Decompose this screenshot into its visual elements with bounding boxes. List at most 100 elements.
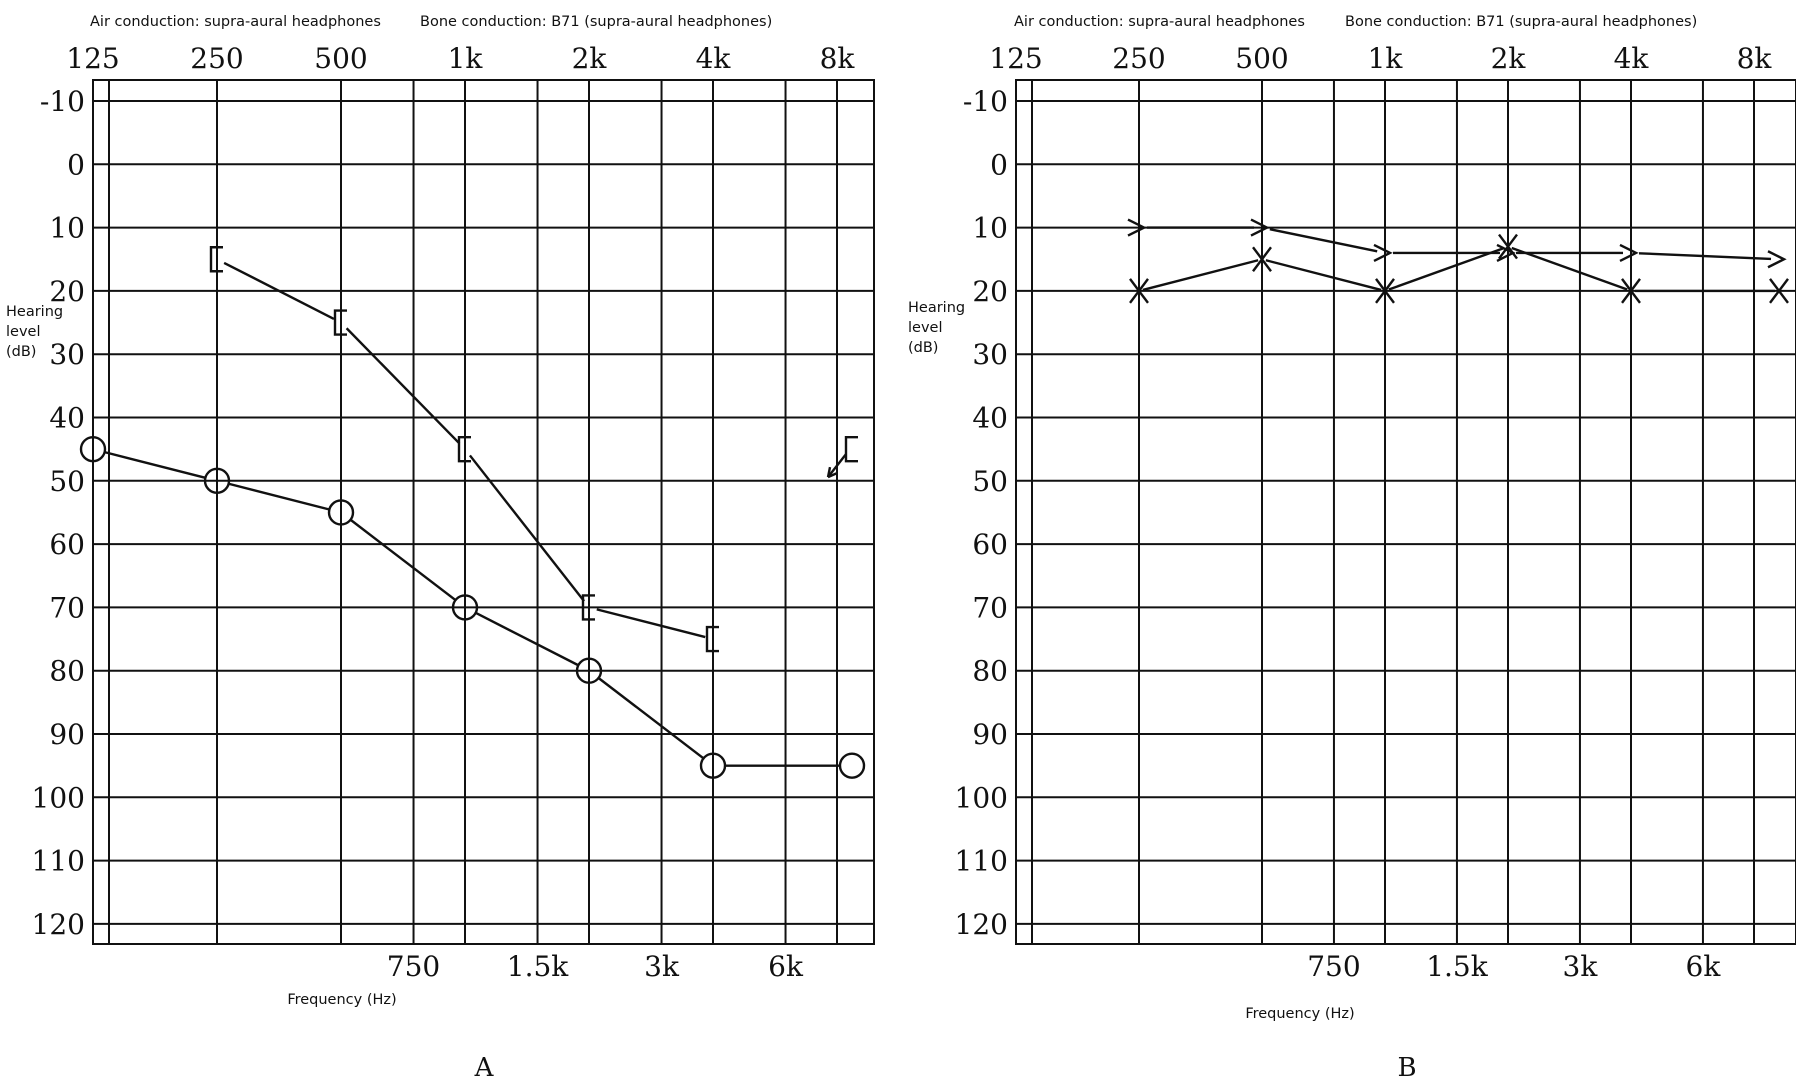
air-conduction-circle-marker <box>451 594 479 621</box>
series-connector-line <box>1638 252 1772 261</box>
bone-conduction-bracket-marker <box>333 309 347 336</box>
y-tick-label: 30 <box>972 338 1008 371</box>
y-tick-label: 100 <box>955 781 1008 814</box>
audiogram-panel-b: Air conduction: supra-aural headphones Bo… <box>908 14 1796 1080</box>
bone-conduction-bracket-marker <box>705 625 719 653</box>
y-axis-label-line: level <box>908 320 942 336</box>
air-conduction-circle-marker <box>203 467 231 494</box>
y-tick-label: 30 <box>49 338 85 371</box>
bone-conduction-bracket-marker <box>844 435 858 463</box>
y-tick-label: 100 <box>32 781 85 814</box>
x-tick-label-top: 8k <box>820 42 856 75</box>
panel-letter: A <box>474 1053 495 1080</box>
x-tick-label-bottom: 6k <box>1686 950 1722 983</box>
caption-air-conduction: Air conduction: supra-aural headphones <box>1014 14 1305 30</box>
x-axis-label: Frequency (Hz) <box>287 992 396 1008</box>
y-axis-label-line: (dB) <box>908 340 938 356</box>
panel-letter: B <box>1397 1053 1416 1080</box>
y-tick-label: 0 <box>990 148 1008 181</box>
series-cross <box>1129 233 1789 304</box>
series-connector-line <box>596 608 706 639</box>
series-connector-line <box>1388 246 1505 291</box>
no-response-arrow <box>827 453 847 478</box>
plot-frame <box>1015 79 1796 945</box>
x-tick-label-top: 1k <box>1368 42 1404 75</box>
y-tick-label: 50 <box>972 465 1008 498</box>
bone-conduction-chevron-marker <box>1619 243 1639 262</box>
plot-frame <box>92 79 875 945</box>
x-tick-label-top: 2k <box>1491 42 1527 75</box>
bone-conduction-chevron-marker <box>1767 250 1787 269</box>
series-connector-line <box>228 482 330 511</box>
y-tick-label: 60 <box>49 528 85 561</box>
x-tick-label-bottom: 6k <box>768 950 804 983</box>
y-tick-label: -10 <box>963 85 1008 118</box>
air-conduction-cross-marker <box>1498 233 1518 260</box>
x-tick-label-bottom: 3k <box>1563 950 1599 983</box>
bone-conduction-chevron-marker <box>1496 243 1516 262</box>
y-tick-label: 90 <box>49 718 85 751</box>
x-tick-label-top: 4k <box>1614 42 1650 75</box>
y-tick-label: 40 <box>972 402 1008 435</box>
x-tick-label-bottom: 1.5k <box>507 950 570 983</box>
air-conduction-cross-marker <box>1621 278 1641 304</box>
x-axis-label: Frequency (Hz) <box>1245 1006 1354 1022</box>
air-conduction-cross-marker <box>1769 278 1789 304</box>
series-connector-line <box>1265 259 1382 292</box>
air-conduction-circle-marker <box>79 435 107 463</box>
y-tick-label: 90 <box>972 718 1008 751</box>
caption-bone-conduction: Bone conduction: B71 (supra-aural headph… <box>1345 14 1697 30</box>
air-conduction-circle-marker <box>327 499 355 526</box>
y-tick-label: -10 <box>40 85 85 118</box>
bone-conduction-chevron-marker <box>1373 243 1393 262</box>
air-conduction-cross-marker <box>1252 246 1272 272</box>
series-connector-line <box>1269 228 1378 253</box>
y-tick-label: 20 <box>49 275 85 308</box>
x-tick-label-top: 500 <box>1235 42 1288 75</box>
y-tick-label: 50 <box>49 465 85 498</box>
y-tick-label: 120 <box>955 908 1008 941</box>
x-tick-label-top: 1k <box>448 42 484 75</box>
series-circle <box>79 435 866 779</box>
y-tick-label: 80 <box>49 655 85 688</box>
y-tick-label: 10 <box>972 212 1008 245</box>
air-conduction-circle-marker <box>699 752 727 779</box>
x-tick-label-bottom: 1.5k <box>1426 950 1489 983</box>
series-connector-line <box>104 450 206 479</box>
y-axis-label-line: level <box>6 324 40 340</box>
series-connector-line <box>1142 259 1259 292</box>
x-tick-label-top: 4k <box>696 42 732 75</box>
series-connector-line <box>1511 246 1628 291</box>
air-conduction-circle-marker <box>575 657 603 684</box>
series-bracket-left <box>209 246 719 653</box>
x-tick-label-top: 2k <box>572 42 608 75</box>
y-tick-label: 80 <box>972 655 1008 688</box>
y-tick-label: 10 <box>49 212 85 245</box>
x-tick-label-top: 500 <box>314 42 367 75</box>
air-conduction-cross-marker <box>1129 278 1149 304</box>
bone-conduction-bracket-marker <box>457 435 471 463</box>
series-connector-line <box>349 518 457 602</box>
x-tick-label-bottom: 750 <box>1307 950 1360 983</box>
y-tick-label: 110 <box>32 845 85 878</box>
series-connector-line <box>223 261 335 320</box>
y-tick-label: 110 <box>955 845 1008 878</box>
y-axis-label-line: (dB) <box>6 344 36 360</box>
air-conduction-cross-marker <box>1375 278 1395 304</box>
y-tick-label: 120 <box>32 908 85 941</box>
series-connector-line <box>468 454 586 602</box>
series-bracket-left-arrow <box>826 435 858 479</box>
y-tick-label: 0 <box>67 148 85 181</box>
x-tick-label-top: 250 <box>1112 42 1165 75</box>
y-tick-label: 60 <box>972 528 1008 561</box>
y-axis-label-line: Hearing <box>6 304 63 320</box>
series-chevron-right <box>1127 218 1787 269</box>
air-conduction-circle-marker <box>838 752 866 779</box>
series-connector-line <box>597 677 705 760</box>
bone-conduction-chevron-marker <box>1127 218 1147 237</box>
x-tick-label-top: 125 <box>66 42 119 75</box>
series-connector-line <box>475 611 579 667</box>
bone-conduction-bracket-marker <box>209 246 223 273</box>
no-response-arrowhead <box>826 466 838 479</box>
